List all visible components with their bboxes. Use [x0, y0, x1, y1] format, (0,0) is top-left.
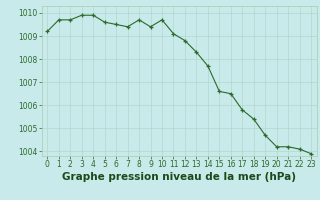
X-axis label: Graphe pression niveau de la mer (hPa): Graphe pression niveau de la mer (hPa) — [62, 172, 296, 182]
